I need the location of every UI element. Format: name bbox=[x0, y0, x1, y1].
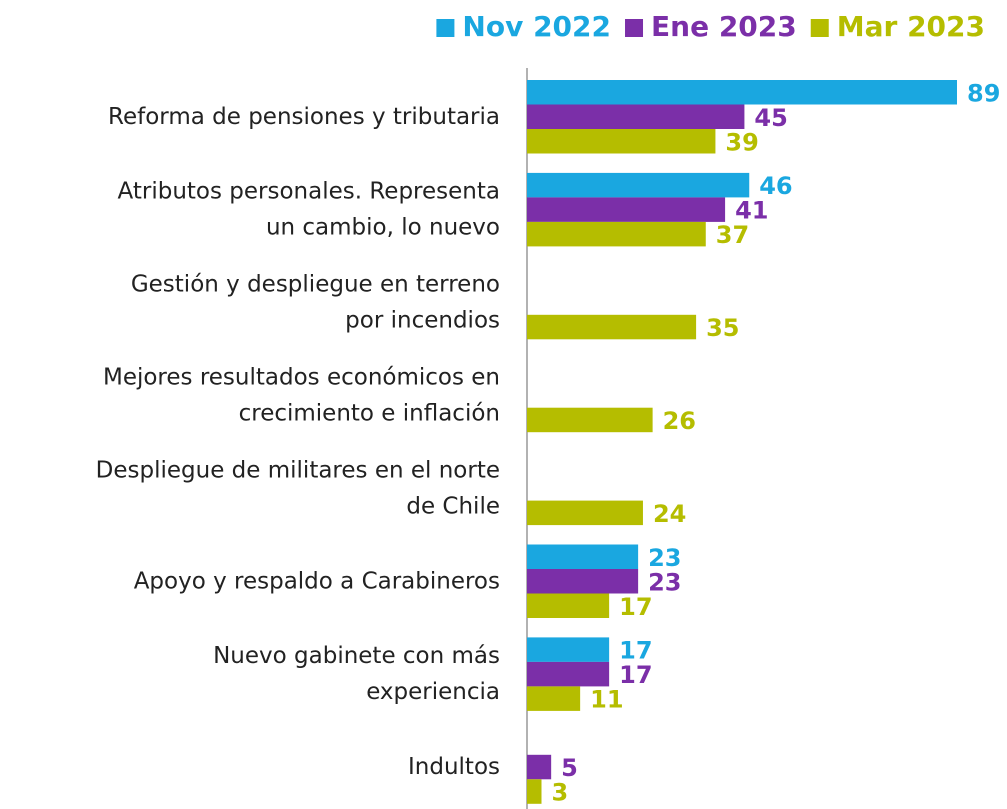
value-label: 45 bbox=[754, 104, 787, 132]
value-label: 41 bbox=[735, 197, 768, 225]
bar bbox=[527, 314, 697, 340]
value-label: 23 bbox=[648, 544, 681, 572]
value-label: 24 bbox=[653, 500, 686, 528]
value-label: 17 bbox=[619, 637, 652, 665]
bar bbox=[527, 172, 750, 198]
value-label: 89 bbox=[967, 79, 1000, 107]
bar bbox=[527, 686, 581, 711]
bar bbox=[527, 500, 643, 526]
bar bbox=[527, 779, 542, 804]
category-label: Atributos personales. Representa un cambi… bbox=[118, 178, 500, 240]
value-label: 23 bbox=[648, 568, 681, 596]
legend-label: Ene 2023 bbox=[651, 10, 797, 43]
bar bbox=[527, 129, 716, 154]
bar bbox=[527, 569, 639, 594]
bar bbox=[527, 80, 957, 105]
legend-label: Mar 2023 bbox=[837, 10, 985, 43]
category-label: Mejores resultados económicos en crecimie… bbox=[103, 364, 500, 426]
value-label: 26 bbox=[663, 407, 696, 435]
value-label: 5 bbox=[561, 754, 578, 782]
value-label: 3 bbox=[551, 779, 568, 807]
value-label: 37 bbox=[716, 221, 749, 249]
value-label: 17 bbox=[619, 661, 652, 689]
bar bbox=[527, 197, 726, 222]
legend-swatch bbox=[625, 19, 644, 37]
category-label: Nuevo gabinete con más experiencia bbox=[213, 643, 500, 705]
value-label: 39 bbox=[725, 128, 758, 156]
bar bbox=[527, 221, 706, 247]
value-label: 11 bbox=[590, 686, 623, 714]
legend-swatch bbox=[810, 19, 829, 37]
value-label: 46 bbox=[759, 172, 792, 200]
category-label: Apoyo y respaldo a Carabineros bbox=[134, 568, 500, 594]
legend-swatch bbox=[436, 19, 455, 37]
bar bbox=[527, 104, 745, 129]
bar bbox=[527, 754, 552, 780]
category-label: Despliegue de militares en el norte de Ch… bbox=[96, 457, 500, 519]
bar bbox=[527, 593, 610, 618]
category-label: Indultos bbox=[408, 754, 500, 780]
bar bbox=[527, 544, 639, 569]
bar bbox=[527, 637, 610, 662]
bar bbox=[527, 661, 610, 687]
bar bbox=[527, 407, 653, 433]
category-label: Gestión y despliegue en terreno por incen… bbox=[131, 271, 500, 333]
legend: Mar 2023 Ene 2023 Nov 2022 bbox=[436, 10, 985, 43]
value-label: 35 bbox=[706, 314, 739, 342]
legend-label: Nov 2022 bbox=[462, 10, 611, 43]
category-label: Reforma de pensiones y tributaria bbox=[108, 103, 500, 129]
value-label: 17 bbox=[619, 593, 652, 621]
